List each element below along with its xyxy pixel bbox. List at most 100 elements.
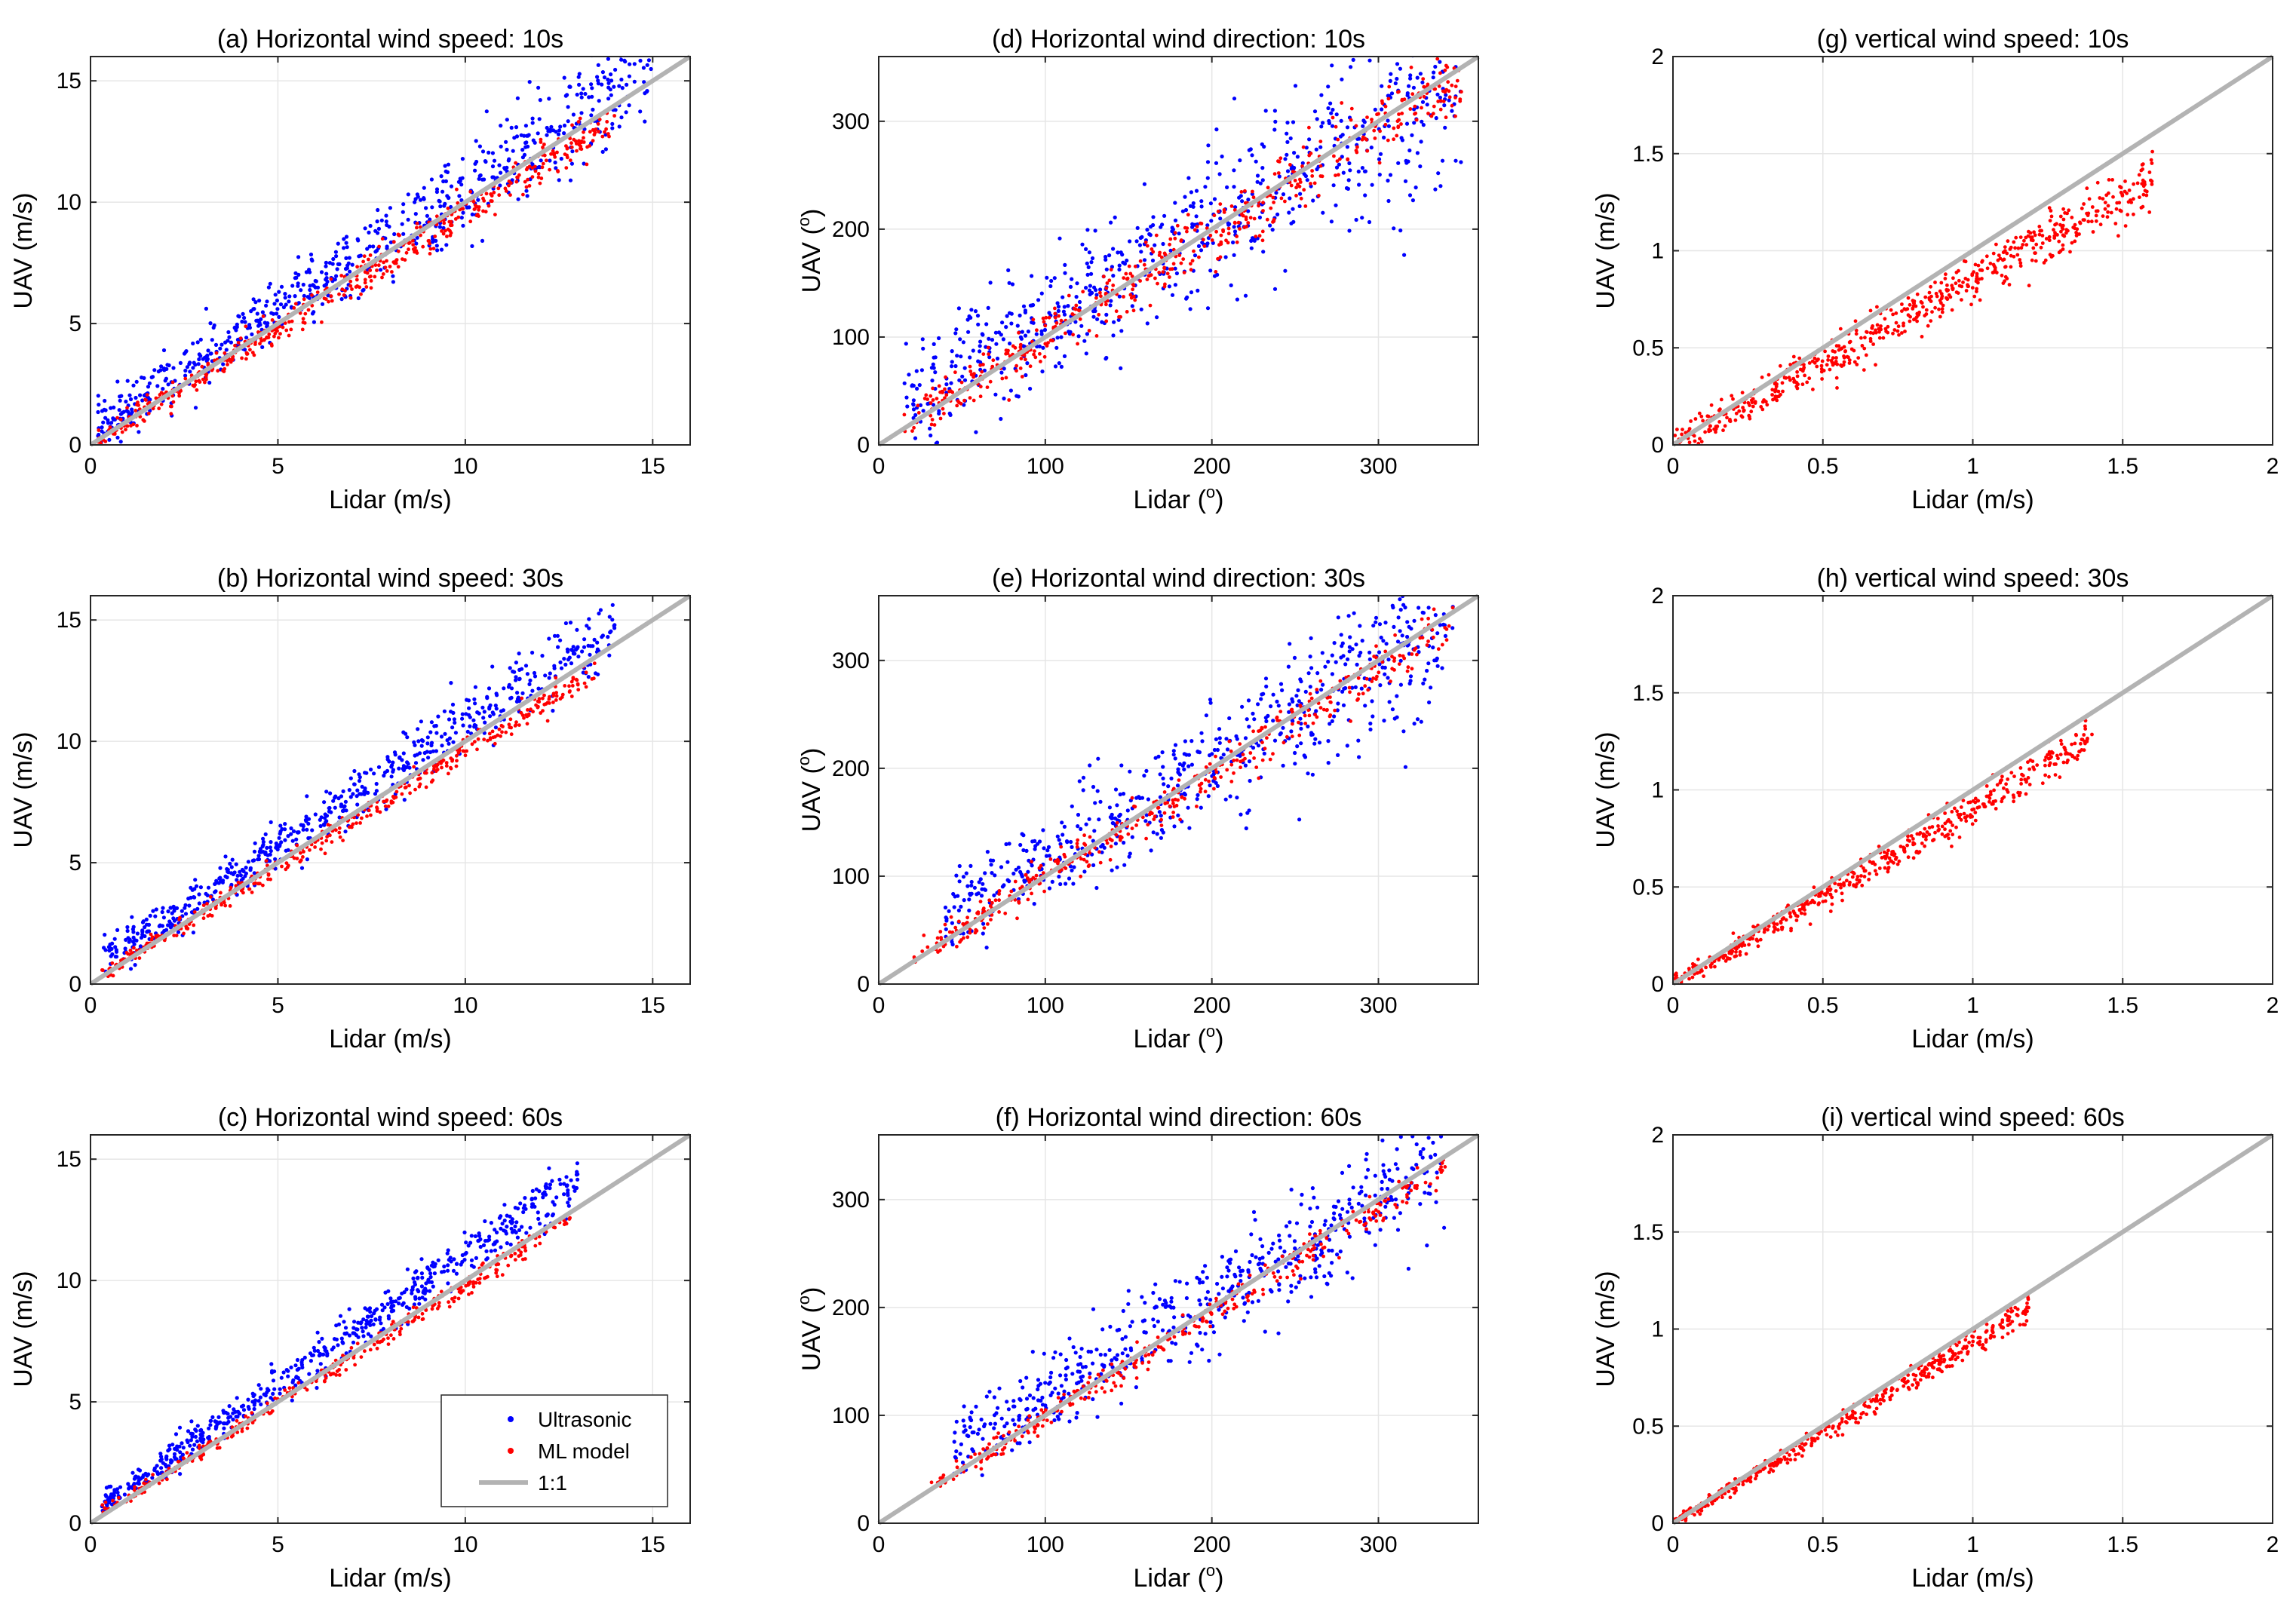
ultrasonic-point: [1392, 624, 1396, 630]
ultrasonic-point: [324, 277, 328, 282]
ml-model-point: [574, 677, 579, 682]
ml-model-point: [428, 247, 433, 251]
ultrasonic-point: [262, 320, 267, 325]
ultrasonic-point: [1147, 231, 1152, 237]
ultrasonic-point: [1217, 740, 1222, 745]
ultrasonic-point: [1223, 255, 1228, 259]
ultrasonic-point: [534, 1187, 539, 1191]
one-to-one-line: [89, 1133, 692, 1525]
ultrasonic-point: [278, 829, 283, 834]
ultrasonic-point: [1172, 824, 1177, 829]
ultrasonic-point: [118, 1485, 123, 1489]
ultrasonic-point: [1386, 118, 1390, 123]
ml-model-point: [470, 1291, 474, 1295]
ultrasonic-point: [1450, 626, 1455, 630]
ml-model-point: [120, 430, 124, 434]
ultrasonic-point: [371, 244, 376, 249]
ultrasonic-point: [190, 1431, 195, 1436]
ml-model-point: [1453, 84, 1458, 88]
ultrasonic-point: [1260, 142, 1264, 146]
ultrasonic-point: [370, 1314, 374, 1318]
ultrasonic-point: [166, 1449, 170, 1453]
ultrasonic-point: [152, 368, 157, 373]
ml-model-point: [1173, 231, 1177, 235]
ultrasonic-point: [155, 1470, 159, 1474]
ultrasonic-point: [1158, 795, 1162, 799]
ultrasonic-point: [1189, 290, 1194, 295]
ultrasonic-point: [257, 299, 262, 303]
ml-model-point: [337, 1368, 341, 1372]
ultrasonic-point: [485, 1256, 490, 1261]
ultrasonic-point: [461, 210, 465, 215]
ultrasonic-point: [231, 1417, 235, 1422]
ultrasonic-point: [957, 863, 962, 869]
ml-model-point: [411, 238, 415, 243]
ultrasonic-point: [204, 891, 208, 896]
ultrasonic-point: [421, 739, 425, 744]
ultrasonic-point: [251, 1394, 256, 1399]
ultrasonic-point: [1095, 789, 1100, 793]
ultrasonic-point: [1098, 287, 1103, 292]
ml-model-point: [299, 858, 303, 863]
ultrasonic-point: [236, 1409, 241, 1414]
ultrasonic-point: [1092, 829, 1097, 833]
ml-model-point: [570, 123, 574, 127]
ml-model-point: [1033, 349, 1036, 353]
ultrasonic-point: [1053, 364, 1058, 369]
ultrasonic-point: [1168, 248, 1173, 253]
ml-model-point: [1073, 307, 1078, 311]
x-tick-label: 0: [84, 993, 97, 1018]
ml-model-point: [554, 694, 559, 698]
ultrasonic-point: [451, 710, 456, 716]
ultrasonic-point: [1018, 842, 1023, 848]
ml-model-point: [509, 181, 513, 186]
ml-model-point: [380, 1339, 384, 1344]
ultrasonic-point: [1232, 253, 1236, 257]
ultrasonic-point: [294, 275, 299, 280]
ml-model-point: [197, 1446, 201, 1450]
ultrasonic-point: [1260, 166, 1265, 170]
ultrasonic-point: [385, 246, 389, 250]
ultrasonic-point: [512, 136, 517, 140]
ultrasonic-point: [1175, 783, 1180, 788]
ultrasonic-point: [483, 720, 487, 725]
ml-model-point: [136, 400, 140, 404]
ultrasonic-point: [1281, 763, 1285, 768]
ml-model-point: [390, 270, 394, 274]
ultrasonic-point: [246, 1397, 250, 1402]
ultrasonic-point: [1412, 121, 1417, 125]
ultrasonic-point: [158, 368, 163, 373]
ml-model-point: [467, 1292, 471, 1296]
ultrasonic-point: [376, 207, 380, 213]
ultrasonic-point: [545, 1213, 549, 1218]
ultrasonic-point: [522, 133, 526, 138]
ml-model-point: [978, 394, 983, 399]
ml-model-point: [1222, 207, 1226, 212]
ml-model-point: [582, 136, 585, 140]
ultrasonic-point: [1303, 689, 1308, 694]
ultrasonic-point: [344, 235, 349, 239]
ultrasonic-point: [1128, 239, 1132, 244]
ultrasonic-point: [137, 1478, 141, 1482]
ultrasonic-point: [1090, 256, 1095, 261]
ultrasonic-point: [324, 790, 329, 794]
ultrasonic-point: [497, 163, 502, 167]
ultrasonic-point: [992, 893, 996, 897]
ml-model-point: [399, 1326, 404, 1331]
ultrasonic-point: [574, 647, 579, 652]
ultrasonic-point: [188, 1443, 192, 1448]
ultrasonic-point: [1357, 136, 1361, 141]
ultrasonic-point: [1412, 722, 1417, 726]
ml-model-point: [1279, 196, 1284, 201]
ultrasonic-point: [1091, 863, 1096, 867]
ml-model-point: [1145, 277, 1150, 281]
ultrasonic-point: [1291, 207, 1295, 211]
ml-model-point: [337, 292, 341, 296]
ultrasonic-point: [1115, 865, 1119, 869]
ultrasonic-point: [302, 293, 306, 298]
ultrasonic-point: [1377, 622, 1383, 627]
ultrasonic-point: [1347, 161, 1352, 166]
ultrasonic-point: [299, 1363, 304, 1367]
ultrasonic-point: [204, 306, 208, 311]
